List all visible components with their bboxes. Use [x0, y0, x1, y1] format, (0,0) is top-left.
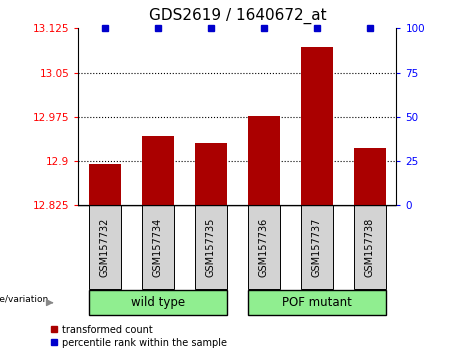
Title: GDS2619 / 1640672_at: GDS2619 / 1640672_at [148, 8, 326, 24]
Bar [248, 116, 280, 205]
Bar [248, 290, 386, 315]
Text: GSM157735: GSM157735 [206, 217, 216, 276]
Text: wild type: wild type [131, 296, 185, 309]
Bar [195, 143, 227, 205]
Text: POF mutant: POF mutant [282, 296, 352, 309]
Bar [142, 205, 174, 289]
Bar [301, 205, 333, 289]
Text: GSM157737: GSM157737 [312, 217, 322, 276]
Text: GSM157732: GSM157732 [100, 217, 110, 276]
Text: genotype/variation: genotype/variation [0, 295, 48, 304]
Bar [248, 205, 280, 289]
Bar [195, 205, 227, 289]
Legend: transformed count, percentile rank within the sample: transformed count, percentile rank withi… [51, 325, 227, 348]
Bar [142, 136, 174, 205]
Text: GSM157738: GSM157738 [365, 217, 375, 276]
Bar [89, 164, 121, 205]
Bar [354, 148, 386, 205]
Bar [354, 205, 386, 289]
Text: GSM157736: GSM157736 [259, 217, 269, 276]
Bar [89, 290, 227, 315]
Bar [89, 205, 121, 289]
Text: GSM157734: GSM157734 [153, 217, 163, 276]
Bar [301, 47, 333, 205]
